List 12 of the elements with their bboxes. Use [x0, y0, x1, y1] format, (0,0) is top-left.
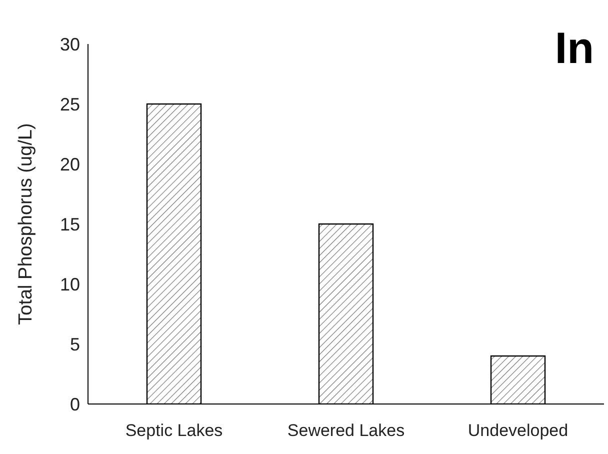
y-tick-label: 0 [70, 394, 80, 414]
chart-title: In [554, 24, 594, 74]
y-tick-label: 20 [60, 154, 80, 174]
x-tick-label: Sewered Lakes [287, 421, 405, 440]
y-axis-title: Total Phosphorus (ug/L) [16, 123, 37, 325]
y-tick-label: 10 [60, 274, 80, 294]
y-tick-label: 15 [60, 214, 80, 234]
y-tick-label: 30 [60, 34, 80, 54]
y-tick-label: 25 [60, 94, 80, 114]
y-tick-label: 5 [70, 334, 80, 354]
x-tick-label: Septic Lakes [125, 421, 223, 440]
x-tick-label: Undeveloped [468, 421, 568, 440]
